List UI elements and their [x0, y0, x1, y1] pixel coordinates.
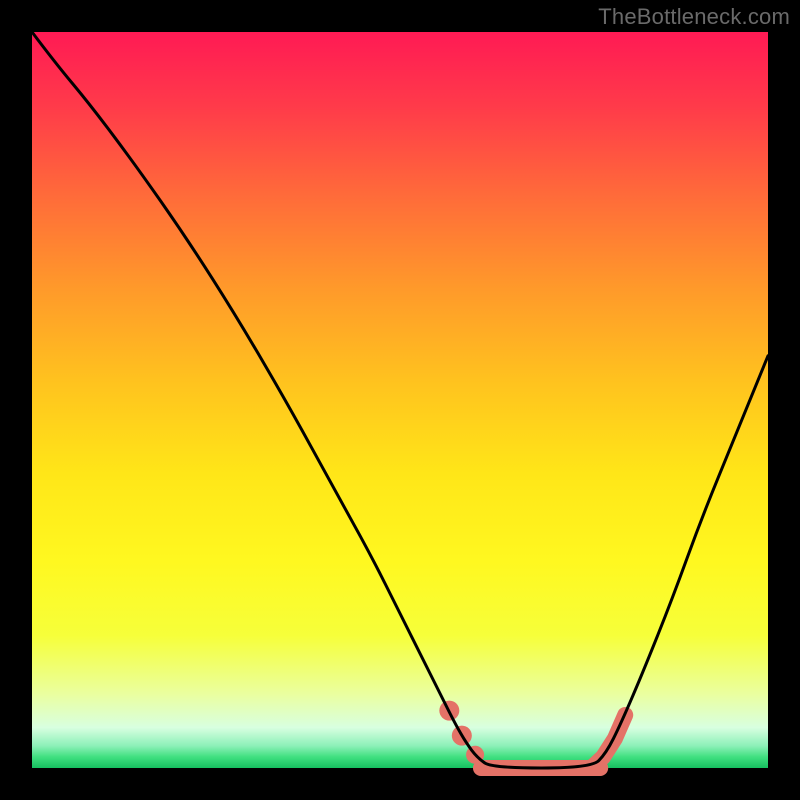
watermark-label: TheBottleneck.com: [598, 4, 790, 30]
plot-background: [32, 32, 768, 768]
bottleneck-chart: [0, 0, 800, 800]
chart-container: { "watermark": "TheBottleneck.com", "cha…: [0, 0, 800, 800]
